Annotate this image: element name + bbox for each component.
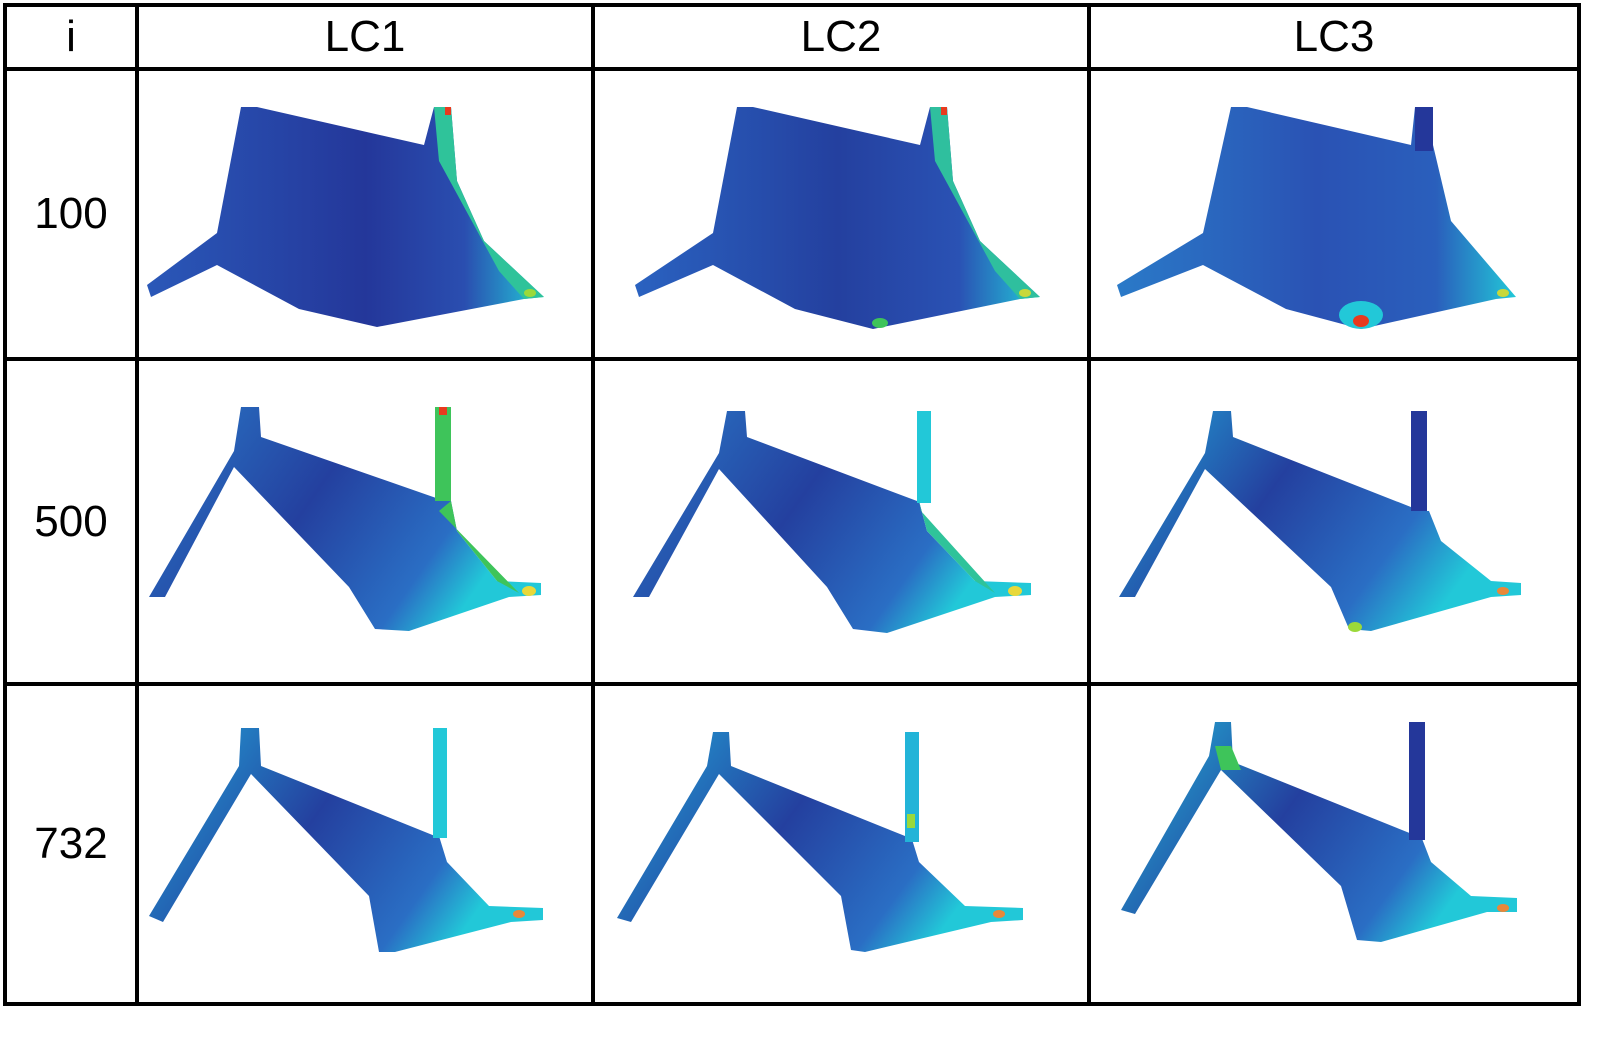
result-image-100-lc3 [1087,67,1581,361]
corner-header: i [3,3,139,71]
result-image-732-lc1 [135,682,595,1006]
row-label-732: 732 [3,682,139,1006]
result-image-500-lc3 [1087,357,1581,686]
column-header-lc1: LC1 [135,3,595,71]
result-image-100-lc1 [135,67,595,361]
result-image-732-lc3 [1087,682,1581,1006]
result-image-500-lc1 [135,357,595,686]
results-table: i LC1 LC2 LC3 100 [3,3,1581,1006]
result-image-100-lc2 [591,67,1091,361]
result-image-732-lc2 [591,682,1091,1006]
row-label-100: 100 [3,67,139,361]
row-label-500: 500 [3,357,139,686]
column-header-lc3: LC3 [1087,3,1581,71]
column-header-lc2: LC2 [591,3,1091,71]
result-image-500-lc2 [591,357,1091,686]
